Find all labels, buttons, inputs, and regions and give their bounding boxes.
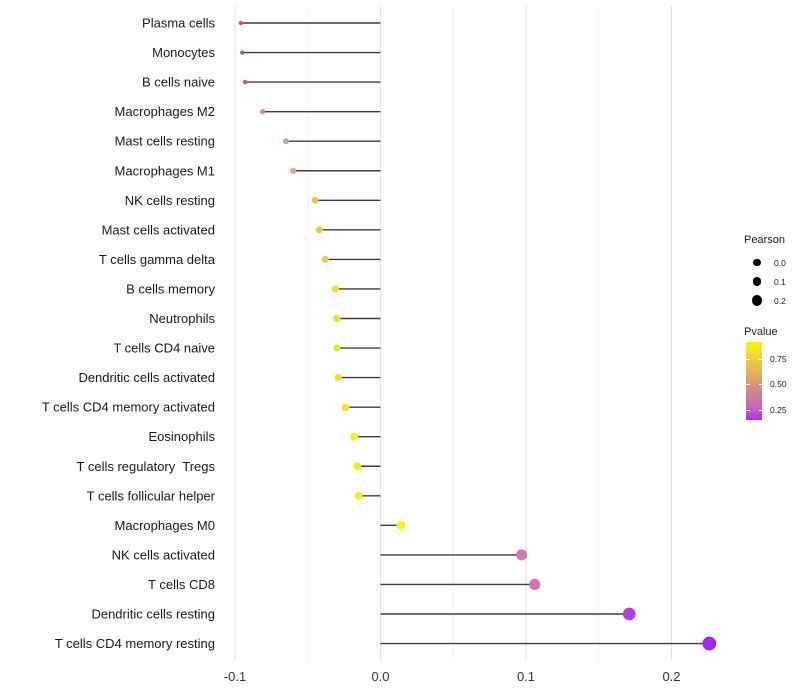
y-axis-label: Macrophages M0	[115, 518, 215, 533]
data-point	[622, 607, 636, 621]
y-axis-label: T cells regulatory Tregs	[77, 459, 216, 474]
y-axis-label: B cells memory	[126, 281, 215, 296]
data-point	[321, 255, 329, 263]
y-axis-label: Neutrophils	[149, 311, 215, 326]
data-point	[290, 167, 297, 174]
legend-size-dot-icon	[751, 295, 763, 306]
y-axis-label: Mast cells resting	[115, 134, 215, 149]
legend-key-dot-column	[744, 277, 770, 286]
legend-pearson-key-label: 0.1	[774, 276, 786, 287]
data-point	[242, 79, 248, 85]
data-point	[333, 344, 341, 352]
data-point	[529, 578, 541, 591]
pvalue-colorbar-tickmark	[746, 358, 750, 360]
data-point	[331, 285, 340, 293]
data-point	[516, 549, 528, 561]
legend-pearson-key-label: 0.2	[774, 295, 786, 306]
x-axis-label: 0.0	[371, 669, 389, 684]
legend-pearson-key: 0.1	[744, 272, 800, 291]
y-axis-label: NK cells activated	[112, 547, 215, 562]
y-axis-label: Dendritic cells resting	[91, 607, 215, 622]
y-axis-label: NK cells resting	[125, 193, 215, 208]
y-axis-label: T cells CD4 naive	[113, 341, 215, 356]
legend-key-dot-column	[744, 295, 770, 306]
y-axis-label: Eosinophils	[149, 429, 216, 444]
pvalue-colorbar	[746, 342, 762, 420]
y-axis-label: T cells CD4 memory resting	[55, 636, 215, 651]
data-point	[353, 462, 362, 471]
x-axis-label: 0.2	[662, 669, 680, 684]
legend-pearson-key: 0.2	[744, 291, 800, 310]
pvalue-colorbar-tickmark	[746, 410, 750, 412]
legend-size-dot-icon	[752, 277, 762, 286]
legend-pearson-key-label: 0.0	[774, 257, 786, 268]
legend-pearson-keys: 0.0 0.1 0.2	[744, 253, 800, 310]
pvalue-colorbar-tick-label: 0.75	[770, 353, 787, 364]
y-axis-label: B cells naive	[142, 75, 215, 90]
pvalue-colorbar-tickmark	[758, 410, 762, 412]
y-axis-label: T cells CD4 memory activated	[42, 400, 215, 415]
data-point	[260, 109, 266, 115]
y-axis-label: Dendritic cells activated	[78, 370, 215, 385]
data-point	[238, 20, 244, 26]
legend-key-dot-column	[744, 258, 770, 267]
y-axis-label: Mast cells activated	[102, 222, 215, 237]
data-point	[396, 520, 406, 530]
pvalue-colorbar-tick-label: 0.25	[770, 405, 787, 416]
pvalue-colorbar-tickmark	[758, 358, 762, 360]
pvalue-colorbar-tickmark	[758, 384, 762, 386]
y-axis-label: T cells follicular helper	[87, 488, 216, 503]
x-axis-label: 0.1	[517, 669, 535, 684]
data-point	[333, 314, 341, 323]
legend-size-dot-icon	[753, 258, 761, 267]
data-point	[341, 403, 350, 411]
legend-pearson-key: 0.0	[744, 253, 800, 272]
y-axis-label: Monocytes	[152, 45, 215, 60]
pvalue-colorbar-tickmark	[746, 384, 750, 386]
y-axis-label: Macrophages M1	[115, 163, 215, 178]
data-point	[334, 373, 343, 382]
data-point	[311, 196, 319, 204]
data-point	[282, 138, 289, 145]
data-point	[350, 432, 359, 441]
pvalue-colorbar-tick-label: 0.50	[770, 379, 787, 390]
pvalue-colorbar-wrap: 0.75 0.50 0.25	[744, 342, 800, 420]
y-axis-label: T cells gamma delta	[99, 252, 216, 267]
data-point	[315, 226, 323, 234]
data-point	[354, 491, 363, 500]
data-point	[240, 50, 245, 55]
y-axis-label: Plasma cells	[142, 16, 215, 31]
data-point	[702, 636, 717, 651]
y-axis-label: T cells CD8	[148, 577, 215, 592]
legend-pearson-title: Pearson	[744, 234, 785, 246]
y-axis-label: Macrophages M2	[115, 104, 215, 119]
legend-pearson: Pearson 0.0 0.1 0.2	[744, 234, 800, 310]
legend-pvalue-title: Pvalue	[744, 326, 778, 338]
legend-pvalue: Pvalue 0.75 0.50 0.25	[744, 326, 800, 420]
x-axis-label: -0.1	[224, 669, 246, 684]
